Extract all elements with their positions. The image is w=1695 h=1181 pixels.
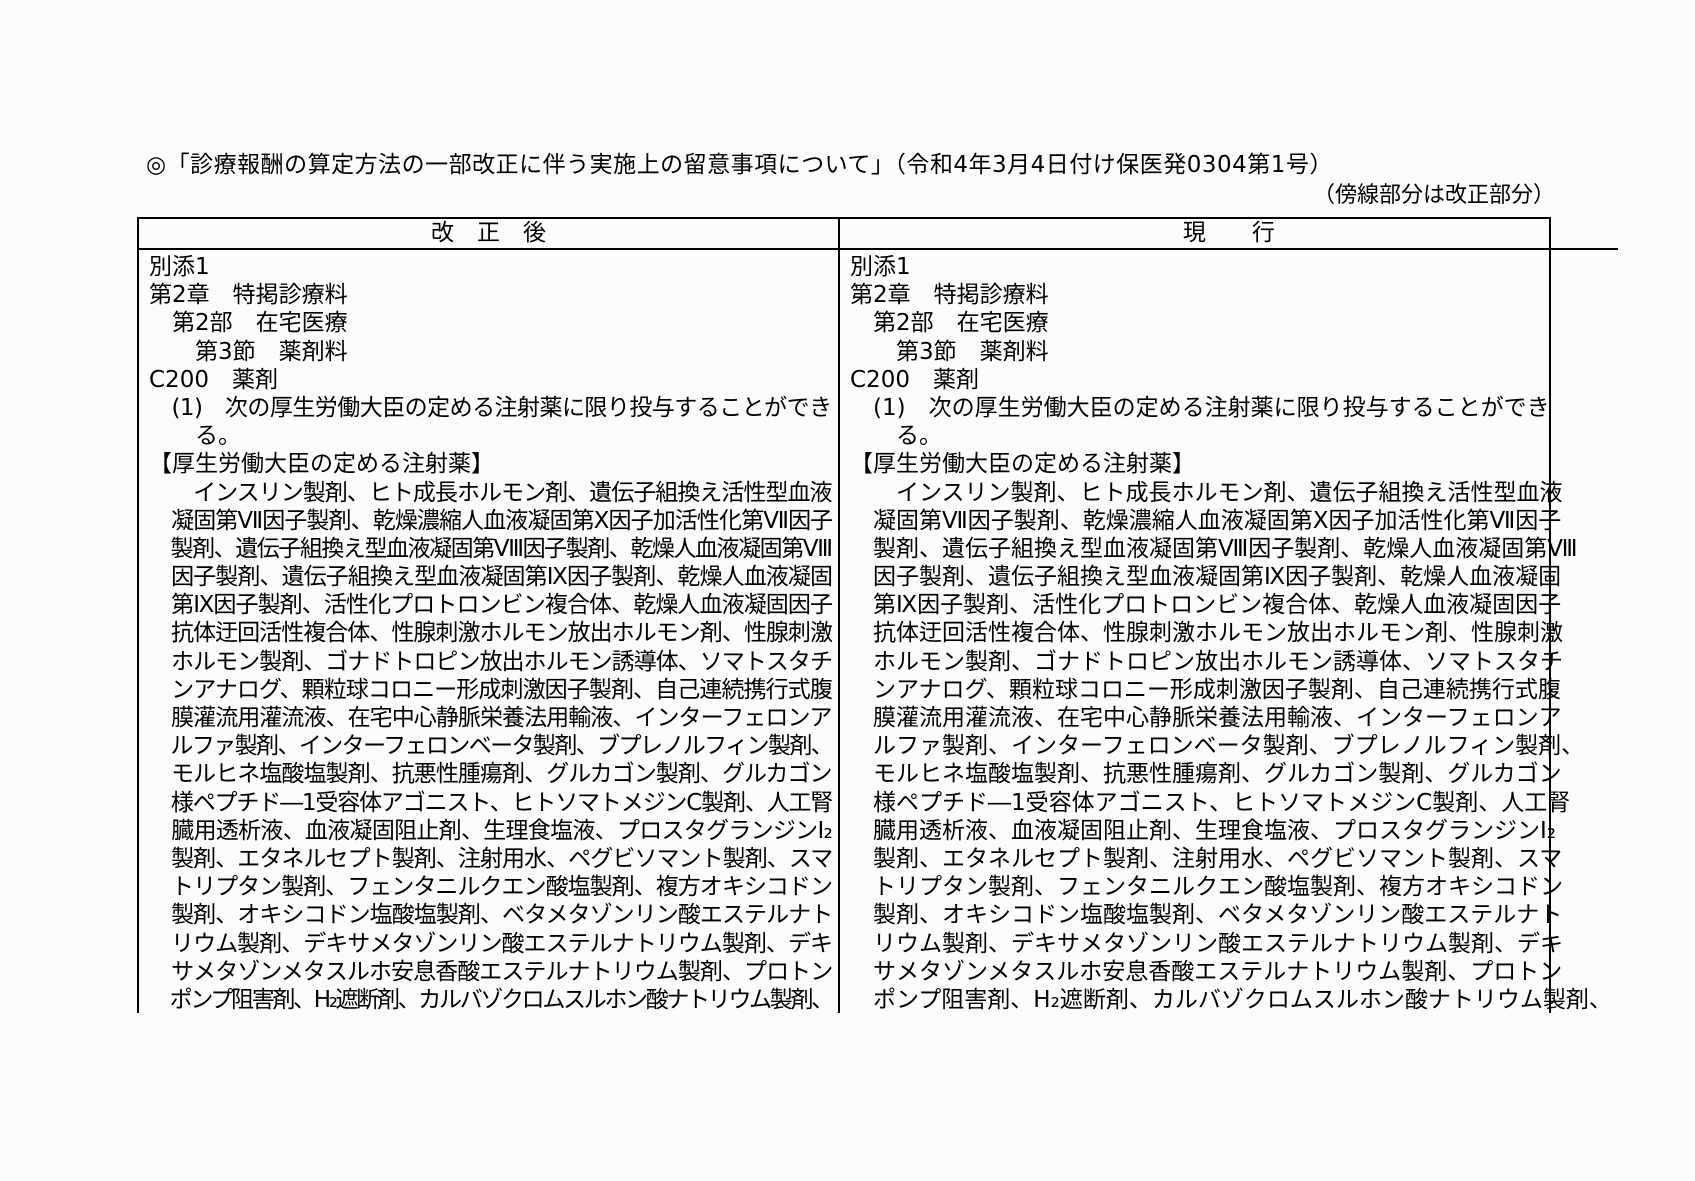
text-line: 製剤、オキシコドン塩酸塩製剤、ベタメタゾンリン酸エステルナト <box>850 902 1563 929</box>
text-line: 製剤、遺伝子組換え型血液凝固第Ⅷ因子製剤、乾燥人血液凝固第Ⅷ <box>850 535 1578 562</box>
text-line: 【厚生労働大臣の定める注射薬】 <box>850 451 1195 478</box>
text-line: モルヒネ塩酸塩製剤、抗悪性腫瘍剤、グルカゴン製剤、グルカゴン <box>850 761 1562 788</box>
text-line: 第2章 特掲診療料 <box>149 282 348 309</box>
text-line: C200 薬剤 <box>149 366 278 393</box>
current-column: 現 行 別添1 第2章 特掲診療料 第2部 在宅医療 第3節 薬剤料 C200 薬剤… <box>840 219 1618 1013</box>
current-column-header: 現 行 <box>840 219 1618 250</box>
text-line: (1) 次の厚生労働大臣の定める注射薬に限り投与することができ <box>149 394 832 421</box>
text-line: 別添1 <box>149 254 210 280</box>
text-line: 第2部 在宅医療 <box>850 310 1049 337</box>
text-line: インスリン製剤、ヒト成長ホルモン剤、遺伝子組換え活性型血液 <box>850 479 1563 506</box>
revised-column-body: 別添1 第2章 特掲診療料 第2部 在宅医療 第3節 薬剤料 C200 薬剤 (1)… <box>139 250 838 1013</box>
text-line: ポンプ阻害剤、H₂遮断剤、カルバゾクロムスルホン酸ナトリウム製剤、 <box>850 986 1612 1013</box>
revised-column-header: 改 正 後 <box>139 219 838 250</box>
text-line: 第Ⅸ因子製剤、活性化プロトロンビン複合体、乾燥人血液凝固因子 <box>850 592 1562 619</box>
current-column-body: 別添1 第2章 特掲診療料 第2部 在宅医療 第3節 薬剤料 C200 薬剤 (1)… <box>840 250 1618 1013</box>
text-line: 第3節 薬剤料 <box>149 338 348 365</box>
text-line: ルファ製剤、インターフェロンベータ製剤、ブプレノルフィン製剤、 <box>850 733 1585 760</box>
text-line: トリプタン製剤、フェンタニルクエン酸塩製剤、複方オキシコドン <box>850 874 1563 901</box>
text-line: ホルモン製剤、ゴナドトロピン放出ホルモン誘導体、ソマトスタチ <box>149 648 832 675</box>
text-line: C200 薬剤 <box>850 366 979 393</box>
text-line: 製剤、エタネルセプト製剤、注射用水、ペグビソマント製剤、スマ <box>850 845 1563 872</box>
text-line: サメタゾンメタスルホ安息香酸エステルナトリウム製剤、プロトン <box>149 958 832 985</box>
text-line: 製剤、エタネルセプト製剤、注射用水、ペグビソマント製剤、スマ <box>149 845 832 872</box>
text-line: る。 <box>149 423 241 450</box>
text-line: ホルモン製剤、ゴナドトロピン放出ホルモン誘導体、ソマトスタチ <box>850 648 1563 675</box>
text-line: 臓用透析液、血液凝固阻止剤、生理食塩液、プロスタグランジンI₂ <box>149 817 832 844</box>
text-line: サメタゾンメタスルホ安息香酸エステルナトリウム製剤、プロトン <box>850 958 1563 985</box>
text-line: 別添1 <box>850 254 911 280</box>
text-line: 因子製剤、遺伝子組換え型血液凝固第Ⅸ因子製剤、乾燥人血液凝固 <box>850 564 1562 591</box>
text-line: 製剤、オキシコドン塩酸塩製剤、ベタメタゾンリン酸エステルナト <box>149 902 832 929</box>
text-line: リウム製剤、デキサメタゾンリン酸エステルナトリウム製剤、デキ <box>149 930 832 957</box>
text-line: 臓用透析液、血液凝固阻止剤、生理食塩液、プロスタグランジンI₂ <box>850 817 1557 844</box>
text-line: 製剤、遺伝子組換え型血液凝固第Ⅷ因子製剤、乾燥人血液凝固第Ⅷ <box>149 535 832 562</box>
text-line: 様ペプチド―1受容体アゴニスト、ヒトソマトメジンC製剤、人工腎 <box>149 789 832 816</box>
text-line: インスリン製剤、ヒト成長ホルモン剤、遺伝子組換え活性型血液 <box>149 479 832 506</box>
text-line: 抗体迂回活性複合体、性腺刺激ホルモン放出ホルモン剤、性腺刺激 <box>149 620 832 647</box>
text-line: 膜灌流用灌流液、在宅中心静脈栄養法用輸液、インターフェロンア <box>850 705 1562 731</box>
text-line: ンアナログ、顆粒球コロニー形成刺激因子製剤、自己連続携行式腹 <box>850 676 1561 703</box>
text-line: 膜灌流用灌流液、在宅中心静脈栄養法用輸液、インターフェロンア <box>149 705 832 731</box>
text-line: ンアナログ、顆粒球コロニー形成刺激因子製剤、自己連続携行式腹 <box>149 676 832 703</box>
text-line: 第2部 在宅医療 <box>149 310 348 337</box>
comparison-table: 改 正 後 別添1 第2章 特掲診療料 第2部 在宅医療 第3節 薬剤料 C200 … <box>137 217 1618 1013</box>
text-line: 【厚生労働大臣の定める注射薬】 <box>149 451 494 478</box>
text-line: 様ペプチド―1受容体アゴニスト、ヒトソマトメジンC製剤、人工腎 <box>850 789 1571 816</box>
text-line: モルヒネ塩酸塩製剤、抗悪性腫瘍剤、グルカゴン製剤、グルカゴン <box>149 761 832 788</box>
text-line: ルファ製剤、インターフェロンベータ製剤、ブプレノルフィン製剤、 <box>149 733 832 760</box>
text-line: (1) 次の厚生労働大臣の定める注射薬に限り投与することができ <box>850 394 1550 421</box>
document-title: ◎「診療報酬の算定方法の一部改正に伴う実施上の留意事項について」（令和4年3月4… <box>146 152 1333 178</box>
revised-column: 改 正 後 別添1 第2章 特掲診療料 第2部 在宅医療 第3節 薬剤料 C200 … <box>139 219 840 1013</box>
text-line: 第2章 特掲診療料 <box>850 282 1049 309</box>
text-line: ポンプ阻害剤、H₂遮断剤、カルバゾクロムスルホン酸ナトリウム製剤、 <box>149 986 832 1013</box>
text-line: 第3節 薬剤料 <box>850 338 1049 365</box>
text-line: る。 <box>850 423 942 450</box>
text-line: トリプタン製剤、フェンタニルクエン酸塩製剤、複方オキシコドン <box>149 874 832 901</box>
text-line: 第Ⅸ因子製剤、活性化プロトロンビン複合体、乾燥人血液凝固因子 <box>149 592 832 619</box>
text-line: 抗体迂回活性複合体、性腺刺激ホルモン放出ホルモン剤、性腺刺激 <box>850 620 1563 647</box>
text-line: 凝固第Ⅶ因子製剤、乾燥濃縮人血液凝固第Ⅹ因子加活性化第Ⅶ因子 <box>850 507 1562 534</box>
text-line: 凝固第Ⅶ因子製剤、乾燥濃縮人血液凝固第Ⅹ因子加活性化第Ⅶ因子 <box>149 507 832 534</box>
text-line: 因子製剤、遺伝子組換え型血液凝固第Ⅸ因子製剤、乾燥人血液凝固 <box>149 564 832 591</box>
text-line: リウム製剤、デキサメタゾンリン酸エステルナトリウム製剤、デキ <box>850 930 1563 957</box>
revision-note: （傍線部分は改正部分） <box>1312 183 1555 208</box>
